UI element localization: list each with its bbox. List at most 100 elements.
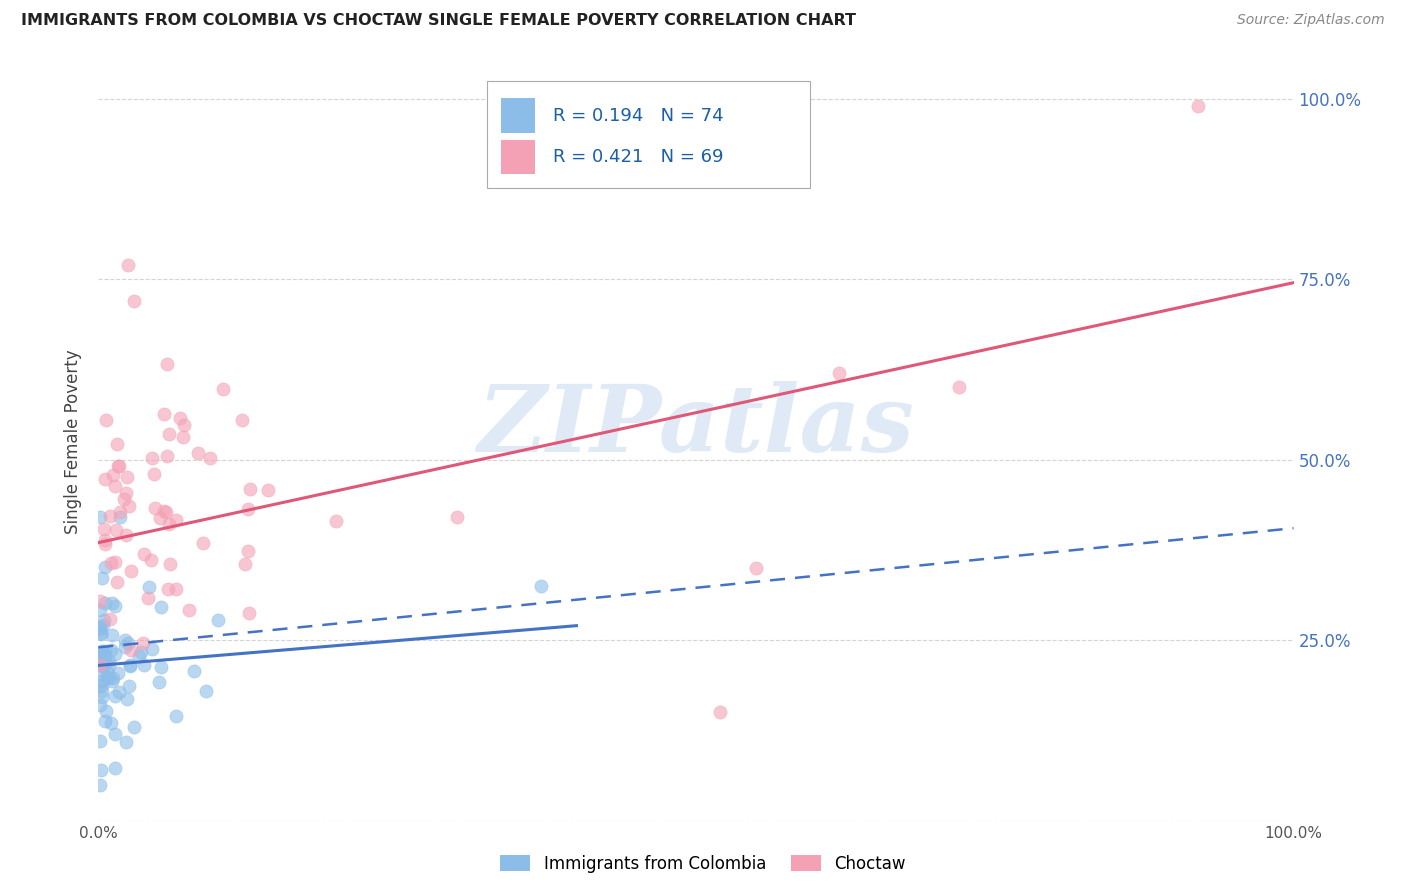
- Point: [94, 643, 117, 657]
- Point: [98, 612, 121, 626]
- Point: [132, 636, 155, 650]
- Point: [90, 625, 112, 640]
- Point: [148, 675, 170, 690]
- Point: [93, 596, 115, 610]
- Point: [117, 499, 139, 513]
- Point: [89, 622, 111, 636]
- Point: [117, 692, 139, 706]
- Point: [172, 430, 194, 444]
- Point: [91, 618, 114, 632]
- Point: [231, 413, 253, 427]
- Text: ZIPatlas: ZIPatlas: [478, 382, 914, 471]
- Point: [446, 510, 468, 524]
- FancyBboxPatch shape: [486, 81, 810, 187]
- Point: [91, 690, 114, 704]
- Point: [530, 579, 553, 593]
- Point: [108, 685, 131, 699]
- Text: R = 0.194   N = 74: R = 0.194 N = 74: [553, 106, 723, 125]
- Point: [325, 514, 347, 528]
- Point: [173, 418, 195, 433]
- Point: [103, 599, 125, 613]
- Point: [141, 450, 163, 465]
- Point: [149, 511, 172, 525]
- Point: [89, 698, 111, 712]
- Point: [91, 683, 114, 698]
- Point: [139, 552, 162, 566]
- Text: Source: ZipAtlas.com: Source: ZipAtlas.com: [1237, 13, 1385, 28]
- Point: [159, 557, 181, 571]
- Point: [90, 645, 112, 659]
- Point: [90, 678, 112, 692]
- Point: [98, 508, 121, 523]
- Point: [104, 478, 127, 492]
- Point: [90, 627, 112, 641]
- Point: [96, 413, 118, 427]
- Point: [101, 627, 124, 641]
- Point: [156, 357, 179, 371]
- Point: [195, 684, 218, 698]
- Point: [105, 574, 128, 589]
- Point: [94, 533, 117, 548]
- Point: [89, 656, 111, 670]
- Point: [115, 735, 138, 749]
- Point: [93, 613, 115, 627]
- Point: [104, 690, 127, 704]
- Point: [107, 459, 129, 474]
- Point: [93, 655, 115, 669]
- Point: [136, 591, 159, 605]
- Point: [89, 778, 111, 792]
- Point: [107, 666, 129, 681]
- Point: [156, 582, 179, 596]
- Point: [97, 671, 120, 685]
- Point: [94, 537, 117, 551]
- Point: [94, 560, 117, 574]
- Point: [211, 382, 233, 396]
- Point: [89, 602, 111, 616]
- Point: [100, 643, 122, 657]
- Point: [91, 666, 114, 681]
- Point: [100, 674, 122, 689]
- Point: [96, 665, 118, 680]
- Point: [101, 467, 124, 482]
- Point: [118, 679, 141, 693]
- Point: [94, 654, 117, 668]
- Point: [124, 293, 146, 308]
- Point: [828, 366, 851, 380]
- Point: [91, 659, 114, 673]
- Point: [709, 706, 731, 720]
- Point: [89, 620, 111, 634]
- Point: [114, 640, 136, 655]
- Point: [101, 671, 124, 685]
- Point: [118, 657, 141, 672]
- Point: [128, 648, 150, 663]
- Point: [165, 708, 187, 723]
- Point: [198, 451, 221, 466]
- Point: [104, 727, 127, 741]
- Legend: Immigrants from Colombia, Choctaw: Immigrants from Colombia, Choctaw: [494, 848, 912, 880]
- Point: [94, 714, 117, 728]
- Point: [117, 636, 139, 650]
- Point: [105, 437, 128, 451]
- Point: [177, 603, 200, 617]
- Point: [134, 658, 156, 673]
- Point: [96, 704, 118, 718]
- Point: [120, 643, 142, 657]
- Point: [191, 536, 214, 550]
- Point: [100, 715, 122, 730]
- Point: [134, 548, 156, 562]
- Point: [93, 657, 115, 672]
- Point: [114, 528, 136, 542]
- Point: [114, 633, 136, 648]
- Point: [239, 482, 262, 496]
- Point: [110, 510, 132, 524]
- Point: [138, 580, 160, 594]
- Point: [105, 523, 128, 537]
- Point: [236, 544, 259, 558]
- Point: [238, 606, 260, 620]
- Point: [157, 426, 180, 441]
- Bar: [501, 140, 534, 174]
- Point: [157, 516, 180, 531]
- Point: [169, 410, 191, 425]
- Point: [165, 513, 187, 527]
- Point: [97, 659, 120, 673]
